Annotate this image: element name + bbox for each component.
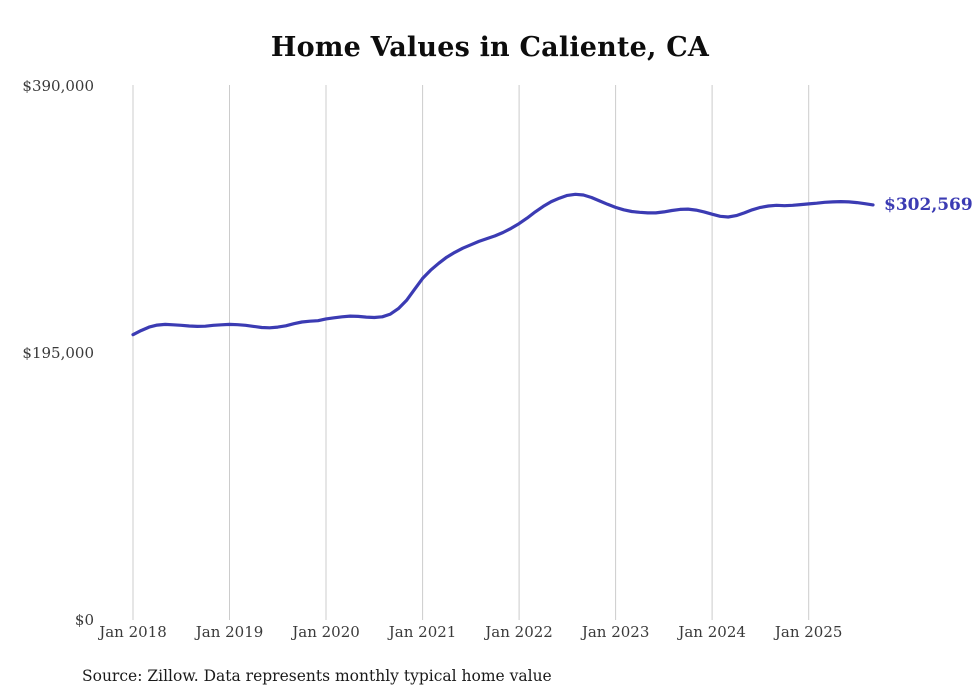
x-axis-tick-2025: Jan 2025 [774, 623, 843, 641]
y-axis-tick-0: $0 [74, 611, 94, 629]
x-axis-tick-2020: Jan 2020 [292, 623, 360, 641]
x-axis-tick-2019: Jan 2019 [195, 623, 264, 641]
y-axis-tick-195000: $195,000 [22, 344, 94, 362]
x-axis-tick-2021: Jan 2021 [388, 623, 457, 641]
source-note: Source: Zillow. Data represents monthly … [82, 667, 552, 685]
chart-title: Home Values in Caliente, CA [270, 32, 710, 63]
end-value-label: $302,569 [884, 194, 973, 215]
x-axis-tick-2024: Jan 2024 [678, 623, 746, 641]
x-axis-tick-2018: Jan 2018 [99, 623, 167, 641]
x-axis-tick-2022: Jan 2022 [485, 623, 553, 641]
y-axis-tick-390000: $390,000 [22, 77, 94, 95]
x-axis-tick-2023: Jan 2023 [581, 623, 650, 641]
